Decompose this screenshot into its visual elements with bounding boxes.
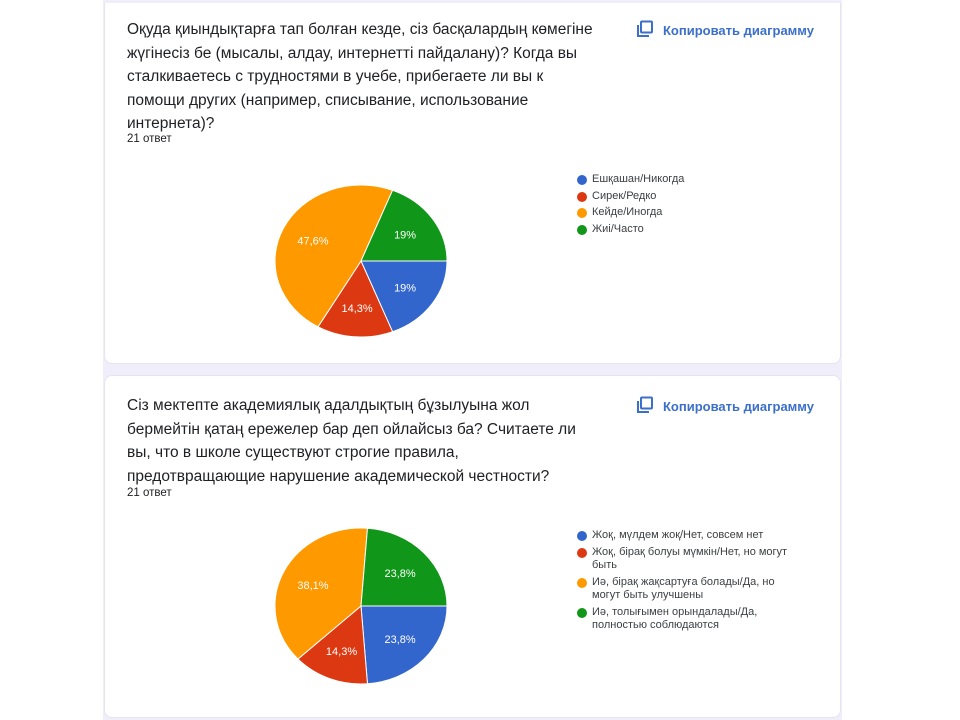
response-count: 21 ответ: [127, 487, 172, 499]
legend-dot-icon: [577, 607, 587, 618]
legend-label: Жоқ, мүлдем жоқ/Нет, совсем нет: [592, 529, 764, 541]
copy-chart-label: Копировать диаграмму: [663, 399, 814, 414]
pie-slice[interactable]: [297, 604, 369, 685]
question-title: Сіз мектепте академиялық адалдықтың бұзы…: [127, 397, 576, 485]
slice-label: 14,3%: [326, 646, 357, 658]
legend-item[interactable]: Сирек/Редко: [577, 190, 684, 204]
response-count: 21 ответ: [127, 133, 172, 145]
question-title: Оқуда қиындықтарға тап болған кезде, сіз…: [127, 21, 593, 132]
slice-label: 23,8%: [384, 634, 415, 646]
pie-slice[interactable]: [360, 605, 448, 685]
question-card-2: Сіз мектепте академиялық адалдықтың бұзы…: [104, 375, 841, 718]
legend-label: Иә, бірақ жақсартуға болады/Да, но могут…: [592, 575, 775, 602]
legend-label: Сирек/Редко: [592, 189, 657, 202]
chart-legend: Ешқашан/Никогда Сирек/Редко Кейде/Иногда Жи…: [577, 173, 684, 239]
legend-label: Жоқ, бірақ болуы мүмкін/Нет, но могут бы…: [592, 545, 788, 572]
slice-label: 38,1%: [297, 580, 328, 592]
legend-item[interactable]: Ешқашан/Никогда: [577, 173, 684, 187]
pie-slice[interactable]: [360, 527, 448, 607]
slice-label: 14,3%: [341, 303, 372, 315]
legend-item[interactable]: Жоқ, мүлдем жоқ/Нет, совсем нет: [577, 529, 792, 543]
chart-legend: Жоқ, мүлдем жоқ/Нет, совсем нет Жоқ, біра…: [577, 529, 792, 636]
pie-chart[interactable]: 23,8% 14,3% 38,1% 23,8%: [273, 526, 449, 686]
pie-slice[interactable]: [274, 527, 369, 660]
legend-dot-icon: [577, 208, 587, 218]
slice-label: 47,6%: [297, 236, 328, 248]
legend-label: Жиі/Часто: [592, 222, 644, 235]
legend-item[interactable]: Иә, бірақ жақсартуға болады/Да, но могут…: [577, 576, 792, 603]
slice-label: 19%: [394, 229, 416, 241]
legend-dot-icon: [577, 191, 587, 202]
legend-label: Кейде/Иногда: [592, 206, 663, 218]
slice-label: 19%: [394, 283, 416, 295]
legend-item[interactable]: Жоқ, бірақ болуы мүмкін/Нет, но могут бы…: [577, 546, 792, 573]
slice-label: 23,8%: [384, 568, 415, 580]
question-card-1: Оқуда қиындықтарға тап болған кезде, сіз…: [104, 3, 841, 364]
legend-label: Иә, толығымен орындалады/Да, полностью с…: [592, 605, 758, 632]
legend-dot-icon: [577, 577, 587, 588]
copy-chart-label: Копировать диаграмму: [663, 23, 814, 38]
legend-dot-icon: [577, 175, 587, 185]
legend-item[interactable]: Иә, толығымен орындалады/Да, полностью с…: [577, 606, 792, 633]
pie-chart[interactable]: 19% 14,3% 47,6% 19%: [273, 183, 449, 339]
copy-chart-button[interactable]: Копировать диаграмму: [636, 20, 814, 41]
pie-slice[interactable]: [360, 260, 448, 333]
legend-item[interactable]: Кейде/Иногда: [577, 206, 684, 220]
copy-chart-button[interactable]: Копировать диаграмму: [636, 396, 814, 417]
pie-slice[interactable]: [274, 184, 394, 328]
pie-slice[interactable]: [360, 189, 448, 262]
copy-icon: [636, 396, 654, 417]
legend-label: Ешқашан/Никогда: [592, 173, 685, 185]
legend-dot-icon: [577, 224, 587, 235]
legend-item[interactable]: Жиі/Часто: [577, 223, 684, 237]
pie-slice[interactable]: [317, 259, 394, 338]
legend-dot-icon: [577, 547, 587, 558]
legend-dot-icon: [577, 531, 587, 541]
copy-icon: [636, 20, 654, 41]
